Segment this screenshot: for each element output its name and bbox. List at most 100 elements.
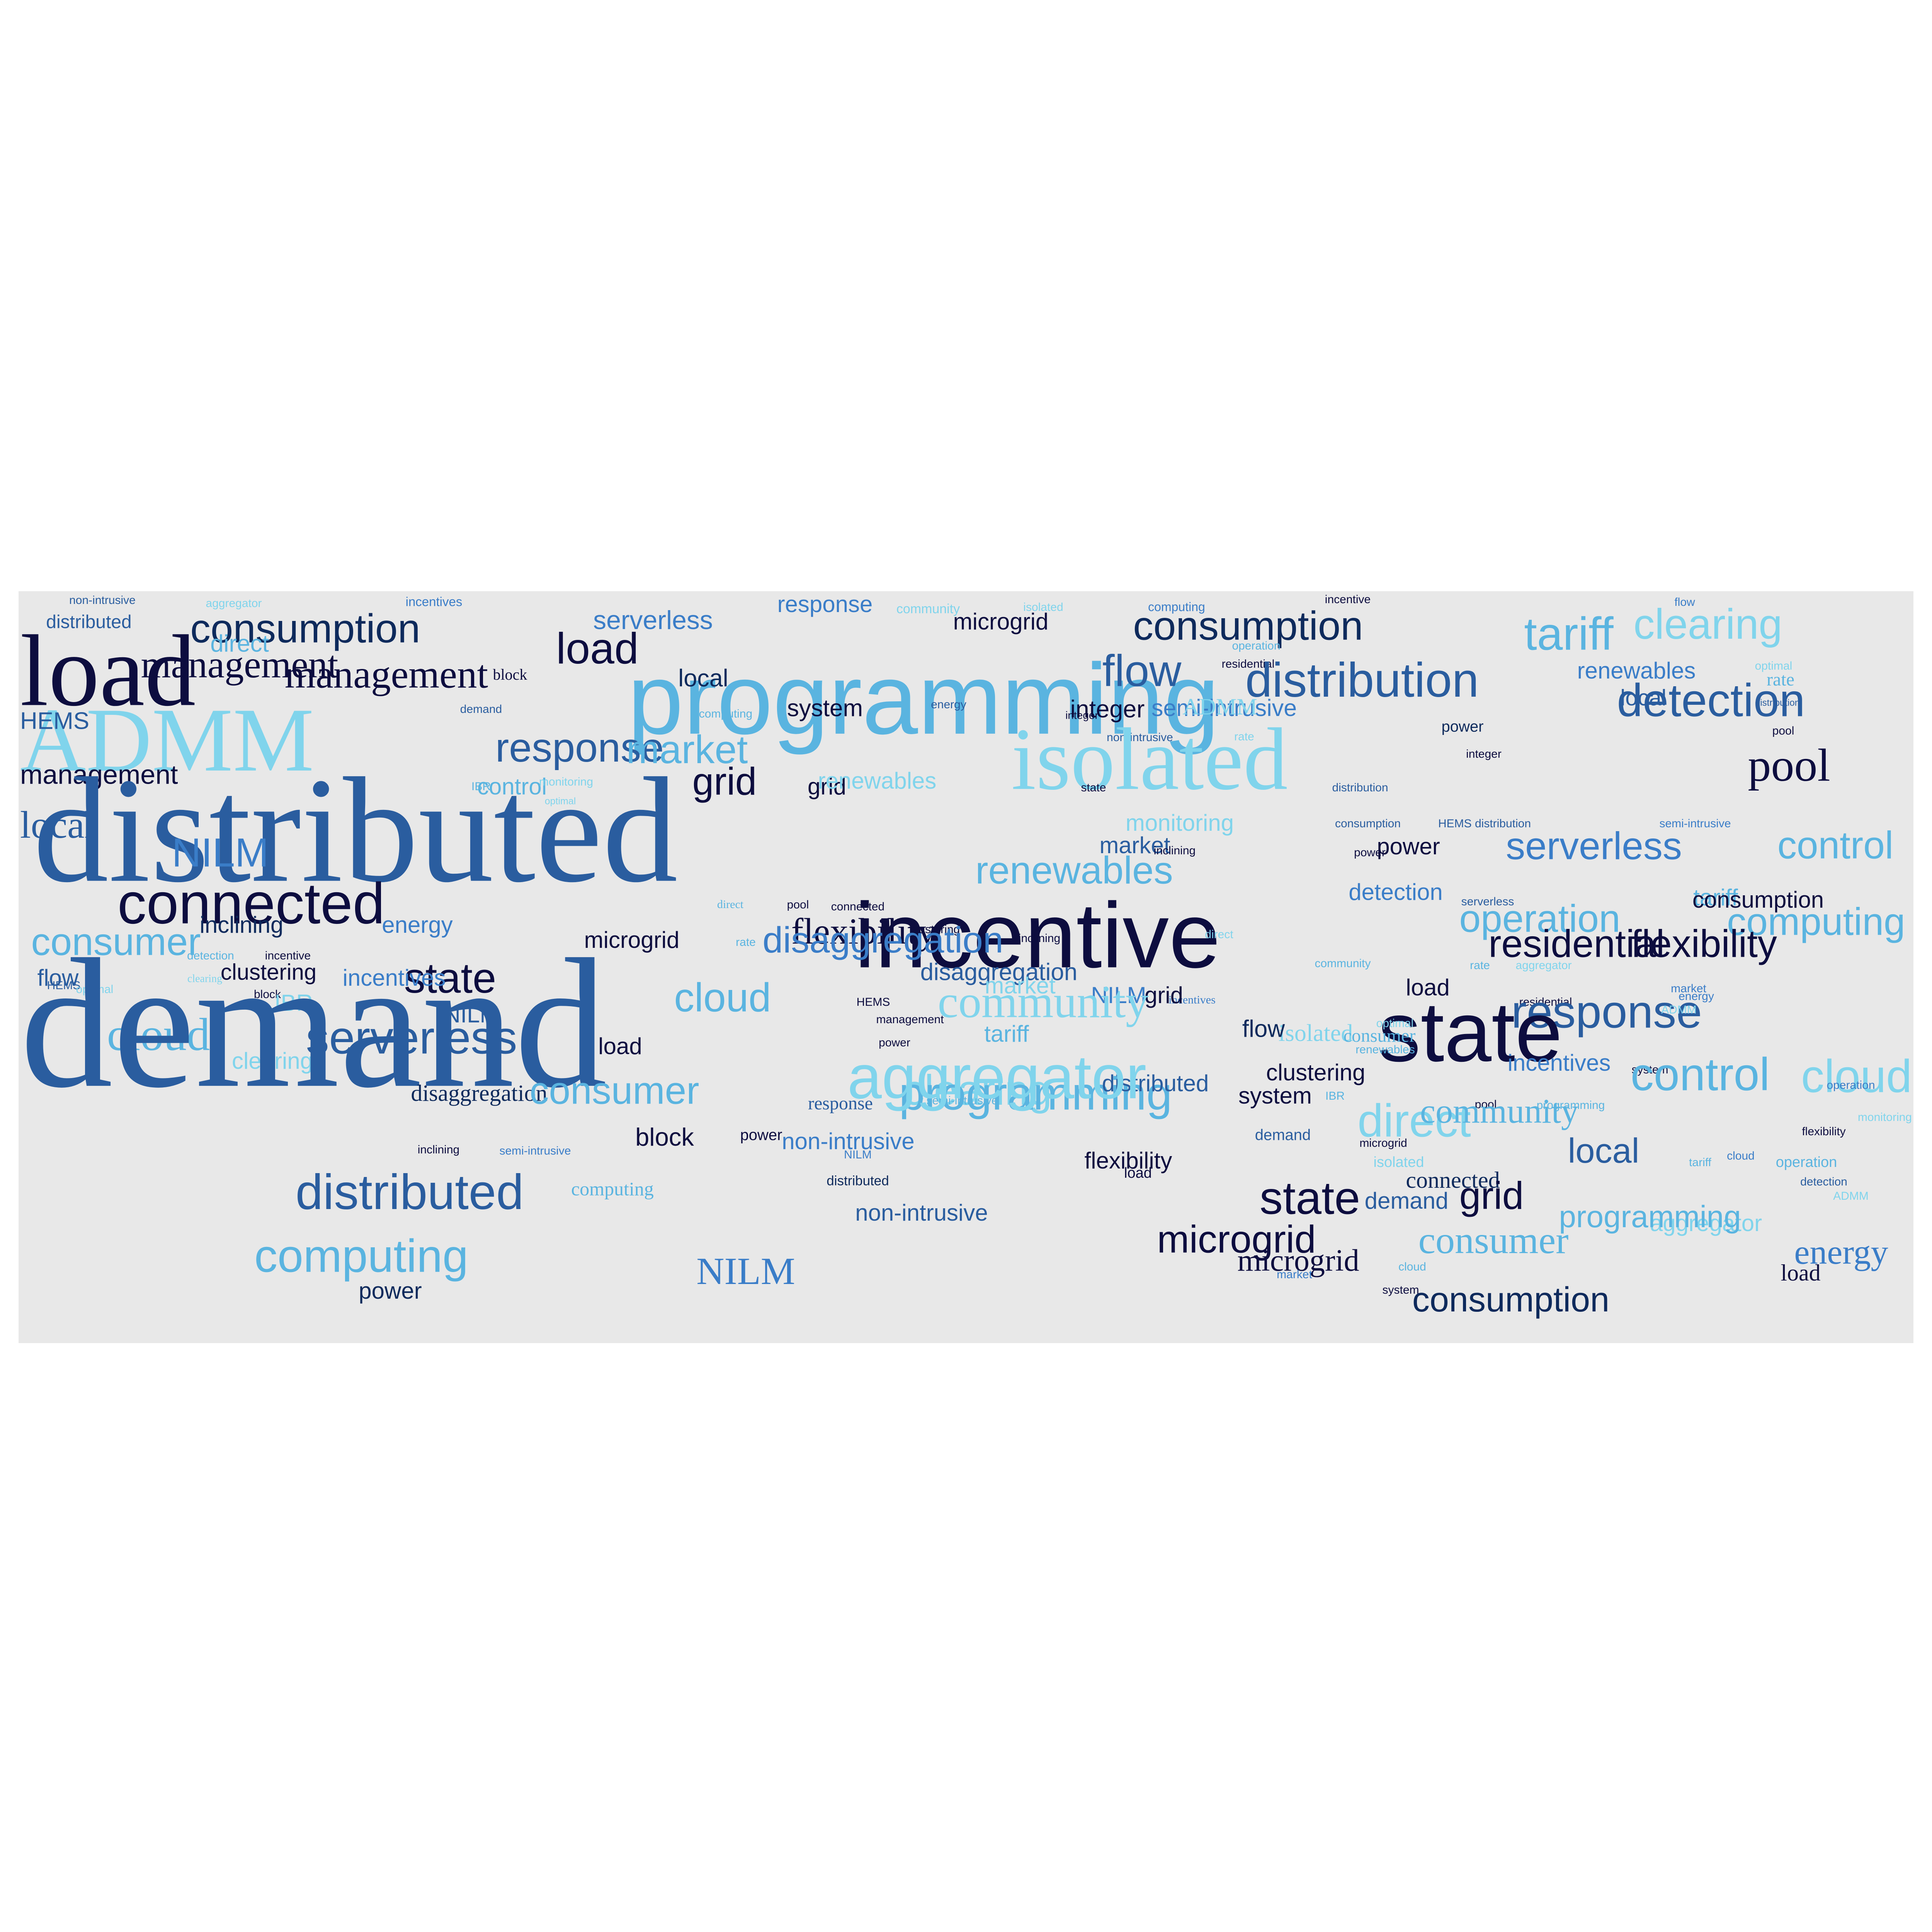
word-consumption: consumption: [1692, 887, 1824, 913]
word-programming: programming: [628, 643, 1219, 756]
word-aggregator: aggregator: [1650, 1210, 1762, 1236]
word-serverless: serverless: [306, 1012, 517, 1064]
word-computing: computing: [1727, 900, 1905, 943]
word-response: response: [777, 591, 873, 617]
word-cloud-panel: [19, 591, 1913, 1343]
word-admm: ADMM: [1833, 1190, 1869, 1202]
word-aggregator: aggregator: [206, 597, 262, 610]
word-consumer: consumer: [1344, 1026, 1416, 1046]
word-flexibility: flexibility: [1802, 1125, 1845, 1138]
word-optimal: optimal: [545, 796, 576, 807]
word-direct: direct: [717, 898, 744, 911]
word-grid: grid: [1459, 1174, 1524, 1217]
word-incentives: incentives: [1508, 1050, 1611, 1076]
word-renewables: renewables: [1577, 658, 1696, 684]
word-rate: rate: [1470, 959, 1490, 972]
word-isolated: isolated: [1374, 1154, 1424, 1170]
word-programming: programming: [1559, 1199, 1741, 1234]
word-response: response: [1511, 986, 1702, 1038]
word-disaggregation: disaggregation: [762, 920, 1003, 961]
word-energy: energy: [931, 698, 966, 711]
word-nilm: NILM: [696, 1250, 795, 1293]
word-isolated: isolated: [1011, 710, 1287, 808]
word-integer: integer: [1065, 709, 1099, 721]
word-tariff: tariff: [1524, 608, 1614, 660]
word-state: state: [1081, 781, 1106, 794]
word-direct: direct: [210, 630, 269, 657]
word-integer: integer: [1466, 748, 1502, 760]
word-hems: HEMS: [857, 996, 890, 1009]
word-detection: detection: [1617, 675, 1805, 726]
word-detection: detection: [1349, 879, 1443, 905]
word-pool: pool: [1475, 1098, 1497, 1111]
word-management: management: [876, 1013, 944, 1026]
word-renewables: renewables: [1355, 1043, 1415, 1056]
word-aggregator: aggregator: [1515, 959, 1571, 972]
word-microgrid: microgrid: [1359, 1137, 1407, 1150]
word-microgrid: microgrid: [1237, 1243, 1359, 1277]
word-market: market: [1099, 832, 1170, 858]
word-management: management: [20, 759, 178, 789]
word-serverless: serverless: [1461, 895, 1514, 908]
word-grid: grid: [1145, 982, 1183, 1008]
word-power: power: [359, 1278, 422, 1304]
word-community: community: [938, 976, 1149, 1027]
word-distributed: distributed: [1102, 1070, 1209, 1096]
word-state: state: [404, 954, 496, 1002]
word-operation: operation: [1776, 1154, 1837, 1170]
word-computing: computing: [254, 1230, 468, 1282]
word-load: load: [598, 1033, 642, 1059]
word-cloud: cloud: [1398, 1260, 1426, 1273]
word-consumption: consumption: [190, 606, 420, 651]
word-block: block: [635, 1123, 694, 1151]
word-control: control: [1631, 1049, 1770, 1100]
word-power: power: [1442, 718, 1484, 735]
word-community: community: [896, 602, 960, 616]
word-local: local: [678, 665, 728, 692]
word-system: system: [1382, 1284, 1419, 1296]
word-residential: residential: [1519, 996, 1572, 1009]
word-semi-intrusive: semi-intrusive: [926, 1094, 998, 1107]
word-ibr: IBR: [274, 990, 313, 1016]
word-distribution: distribution: [1332, 781, 1388, 794]
word-power: power: [1354, 846, 1386, 859]
word-distributed: distributed: [827, 1173, 889, 1188]
word-system: system: [787, 695, 863, 721]
word-rate: rate: [1234, 730, 1254, 743]
word-cloud: cloud: [1727, 1150, 1755, 1162]
word-nilm: NILM: [844, 1148, 872, 1161]
word-market: market: [1671, 982, 1706, 995]
word-non-intrusive: non-intrusive: [782, 1128, 915, 1154]
word-group: non-intrusive aggregator incentives respons…: [20, 591, 1912, 1319]
word-incentive: incentive: [1325, 593, 1371, 606]
word-direct: direct: [1357, 1095, 1471, 1147]
word-load: load: [1781, 1260, 1820, 1286]
word-connected: connected: [1406, 1167, 1500, 1193]
word-incentives: incentives: [1168, 993, 1216, 1006]
word-admm: ADMM: [1661, 1003, 1697, 1016]
word-power: power: [879, 1036, 910, 1049]
word-market: market: [626, 727, 748, 772]
word-microgrid: microgrid: [1157, 1218, 1316, 1261]
word-detection: detection: [1800, 1175, 1847, 1188]
word-ibr: IBR: [471, 780, 491, 793]
word-load: load: [20, 615, 196, 728]
word-load: load: [1406, 975, 1449, 1000]
word-system: system: [1238, 1083, 1312, 1109]
word-microgrid: microgrid: [584, 927, 680, 953]
word-non-intrusive: non-intrusive: [855, 1200, 988, 1226]
word-aggregator: aggregator: [847, 1042, 1146, 1111]
word-incentive: incentive: [854, 883, 1220, 987]
word-inclining: inclining: [418, 1143, 459, 1156]
word-ibr: IBR: [1325, 1090, 1345, 1102]
word-residential: residential: [1222, 658, 1275, 670]
word-consumer: consumer: [1418, 1219, 1569, 1262]
word-energy: energy: [1794, 1233, 1888, 1272]
word-consumption: consumption: [1133, 604, 1363, 649]
word-local: local: [20, 803, 95, 846]
word-local: local: [1568, 1132, 1639, 1170]
word-monitoring: monitoring: [1858, 1111, 1912, 1124]
word-grid: grid: [692, 760, 757, 803]
word-computing: computing: [571, 1178, 654, 1199]
